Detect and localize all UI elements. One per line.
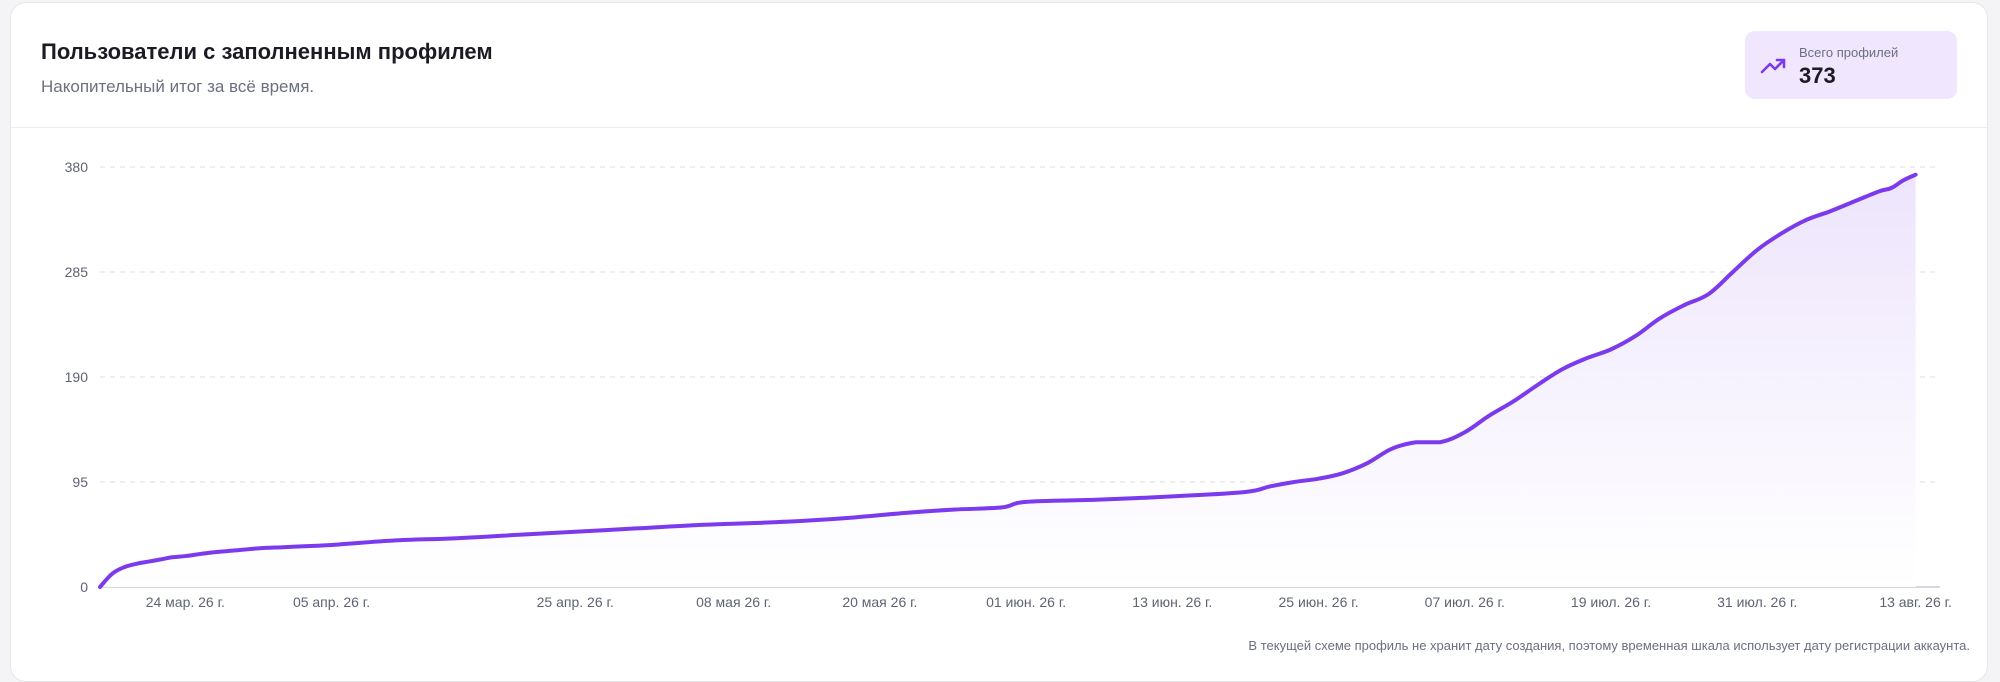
x-tick-label-2: 25 апр. 26 г. (537, 594, 614, 610)
x-tick-label-11: 13 авг. 26 г. (1879, 594, 1952, 610)
cumulative-area-chart: 0 95 190 285 380 24 мар. 26 г. 05 апр. 26 г. 25… (65, 159, 1952, 610)
y-tick-label-380: 380 (65, 159, 89, 175)
y-tick-label-0: 0 (80, 579, 88, 595)
x-tick-label-7: 25 июн. 26 г. (1279, 594, 1359, 610)
x-tick-label-9: 19 июл. 26 г. (1571, 594, 1651, 610)
x-tick-label-4: 20 мая 26 г. (842, 594, 917, 610)
x-tick-label-10: 31 июл. 26 г. (1717, 594, 1797, 610)
x-tick-label-1: 05 апр. 26 г. (293, 594, 370, 610)
footnote: В текущей схеме профиль не хранит дату с… (1248, 638, 1970, 653)
x-tick-label-5: 01 июн. 26 г. (986, 594, 1066, 610)
series-area (100, 174, 1916, 588)
trending-up-icon (1760, 58, 1786, 74)
y-tick-label-190: 190 (65, 369, 89, 385)
x-tick-label-6: 13 июн. 26 г. (1132, 594, 1212, 610)
x-tick-label-0: 24 мар. 26 г. (146, 594, 225, 610)
chart-title: Пользователи с заполненным профилем (41, 39, 493, 64)
card-header: Пользователи с заполненным профилем Нако… (11, 3, 1987, 128)
y-tick-label-285: 285 (65, 264, 89, 280)
stat-label: Всего профилей (1799, 45, 1899, 60)
x-tick-label-8: 07 июл. 26 г. (1425, 594, 1505, 610)
chart-subtitle: Накопительный итог за всё время. (41, 77, 315, 96)
series-line (98, 172, 1918, 589)
stat-value: 373 (1799, 63, 1836, 88)
x-tick-label-3: 08 мая 26 г. (696, 594, 771, 610)
y-tick-label-95: 95 (72, 474, 88, 490)
total-profiles-stat: Всего профилей 373 (1745, 31, 1957, 99)
